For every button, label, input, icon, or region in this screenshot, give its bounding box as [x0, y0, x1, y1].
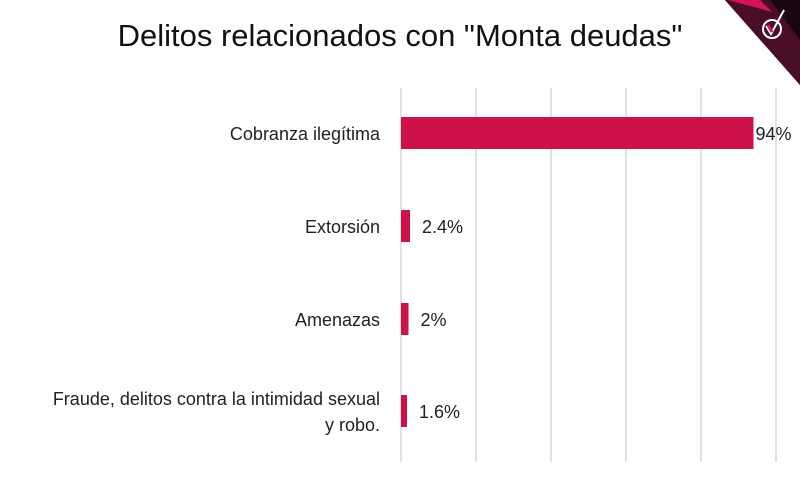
bar [401, 395, 407, 427]
bar [401, 210, 410, 242]
check-badge-icon [762, 9, 785, 39]
logo-corner [725, 0, 800, 85]
data-label: 2.4% [422, 217, 463, 237]
category-label: Cobranza ilegítima [230, 124, 381, 144]
chart-title: Delitos relacionados con "Monta deudas" [117, 18, 683, 53]
category-label: y robo. [325, 415, 380, 435]
bar [401, 303, 409, 335]
data-label: 94% [756, 124, 792, 144]
data-label: 2% [421, 310, 447, 330]
bar [401, 117, 754, 149]
category-label: Amenazas [295, 310, 380, 330]
category-label: Extorsión [305, 217, 380, 237]
data-label: 1.6% [419, 402, 460, 422]
category-label: Fraude, delitos contra la intimidad sexu… [53, 389, 380, 409]
